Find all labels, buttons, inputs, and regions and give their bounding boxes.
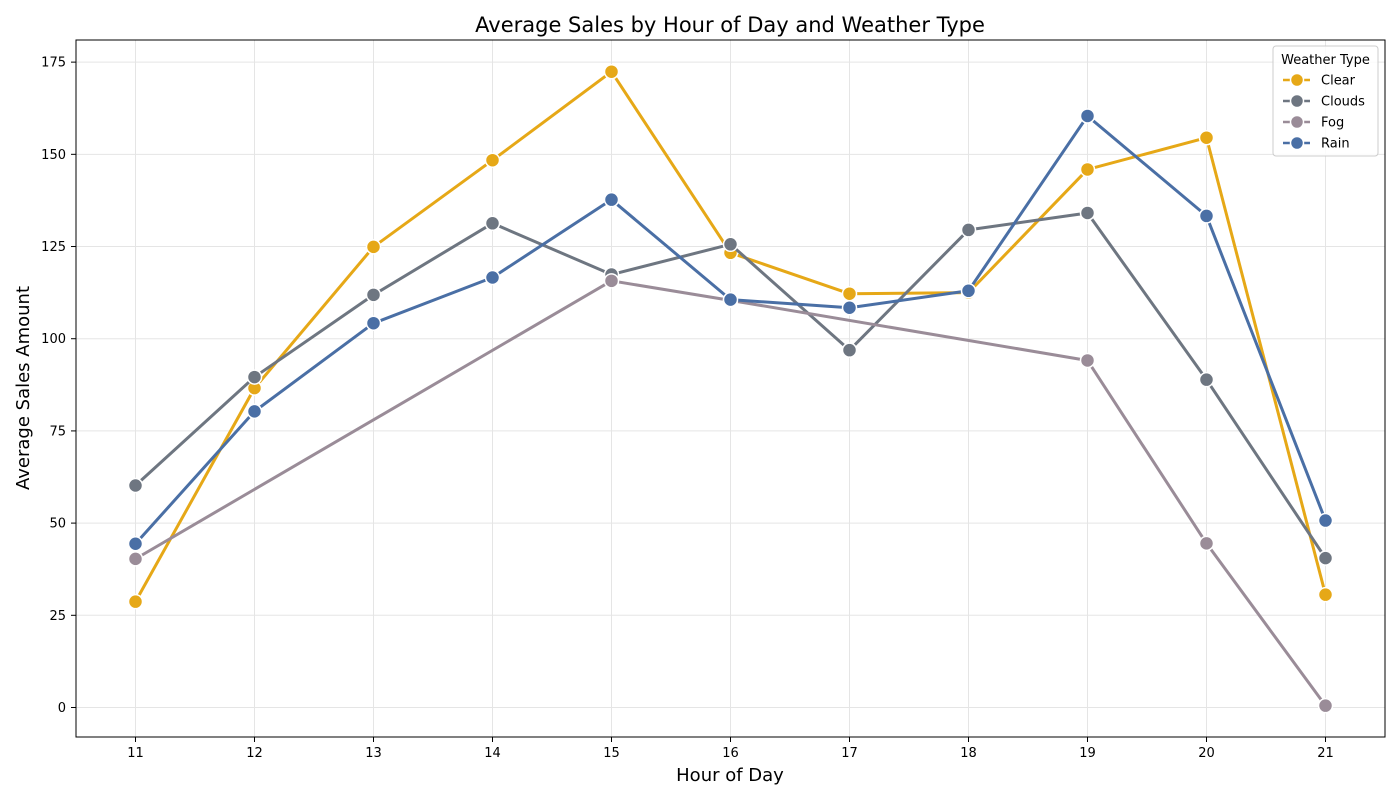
legend-item-clouds: Clouds	[1283, 93, 1365, 110]
data-point-clouds	[841, 342, 858, 358]
x-axis-title: Hour of Day	[676, 765, 784, 786]
data-point-clouds	[1079, 205, 1096, 221]
data-point-clouds	[722, 236, 739, 253]
x-tick-label: 11	[127, 746, 144, 761]
y-tick-label: 0	[58, 701, 66, 716]
data-point-clear	[1198, 129, 1215, 146]
data-point-clouds	[1198, 371, 1215, 388]
data-point-clear	[484, 152, 501, 168]
legend-label-fog: Fog	[1321, 116, 1344, 131]
legend-item-clear: Clear	[1283, 72, 1356, 89]
y-tick-label: 125	[41, 240, 66, 255]
legend-label-rain: Rain	[1321, 137, 1350, 152]
x-tick-label: 14	[484, 746, 501, 761]
data-point-clouds	[246, 369, 263, 385]
x-tick-label: 13	[365, 746, 382, 761]
x-tick-label: 15	[603, 746, 620, 761]
y-tick-label: 150	[41, 148, 66, 163]
data-point-clear	[1079, 161, 1096, 178]
y-tick-label: 50	[49, 517, 66, 532]
data-point-clear	[841, 285, 858, 302]
y-axis-title: Average Sales Amount	[13, 286, 34, 490]
data-point-rain	[246, 403, 263, 420]
x-tick-label: 17	[841, 746, 858, 761]
axes: 11 12 13 14 15 16 17 18 19 20 21 0 25 50 75 100 125 150 17…	[41, 56, 1334, 761]
data-point-rain	[1317, 512, 1334, 529]
legend-marker-fog	[1289, 114, 1305, 130]
y-tick-label: 175	[41, 56, 66, 71]
legend-label-clear: Clear	[1321, 74, 1356, 89]
data-point-clear	[1317, 586, 1334, 603]
data-point-rain	[960, 283, 977, 299]
data-point-rain	[1079, 108, 1096, 124]
x-tick-label: 21	[1317, 746, 1334, 761]
legend-marker-clear	[1289, 72, 1305, 88]
data-point-rain	[841, 299, 858, 316]
legend-marker-rain	[1289, 135, 1305, 151]
data-point-clouds	[365, 287, 382, 303]
y-tick-label: 75	[49, 424, 66, 439]
data-point-rain	[603, 191, 620, 208]
data-point-clouds	[127, 477, 144, 494]
data-point-fog	[1317, 697, 1334, 714]
data-point-rain	[722, 291, 739, 308]
data-point-fog	[1079, 352, 1096, 369]
x-tick-label: 19	[1079, 746, 1096, 761]
legend-items: Clear Clouds Fog Rain	[1283, 72, 1365, 152]
y-tick-label: 100	[41, 332, 66, 347]
x-tick-label: 20	[1198, 746, 1215, 761]
legend-item-rain: Rain	[1283, 135, 1350, 152]
legend: Weather Type Clear Clouds Fog Rain	[1272, 45, 1379, 157]
data-point-clouds	[1317, 550, 1334, 566]
data-point-rain	[484, 269, 501, 286]
series-clouds	[127, 205, 1334, 566]
data-point-clouds	[484, 215, 501, 232]
data-point-fog	[127, 551, 144, 567]
series-line-fog	[134, 279, 1327, 708]
data-point-clear	[365, 239, 382, 255]
x-tick-label: 12	[246, 746, 263, 761]
legend-marker-clouds	[1289, 93, 1305, 109]
x-tick-label: 16	[722, 746, 739, 761]
data-point-fog	[1198, 535, 1215, 552]
data-point-clear	[127, 593, 144, 610]
legend-title: Weather Type	[1281, 53, 1370, 68]
data-point-clouds	[960, 222, 977, 238]
data-point-rain	[1198, 208, 1215, 224]
series-rain	[127, 108, 1334, 552]
x-tick-label: 18	[960, 746, 977, 761]
data-point-fog	[603, 273, 620, 289]
series-clear	[127, 63, 1334, 610]
legend-item-fog: Fog	[1283, 114, 1344, 131]
chart-title: Average Sales by Hour of Day and Weather…	[475, 13, 985, 37]
series-layer	[127, 63, 1334, 714]
y-tick-label: 25	[49, 609, 66, 624]
data-point-rain	[127, 536, 144, 552]
data-point-rain	[365, 315, 382, 331]
legend-label-clouds: Clouds	[1321, 95, 1365, 110]
data-point-clear	[603, 63, 620, 80]
